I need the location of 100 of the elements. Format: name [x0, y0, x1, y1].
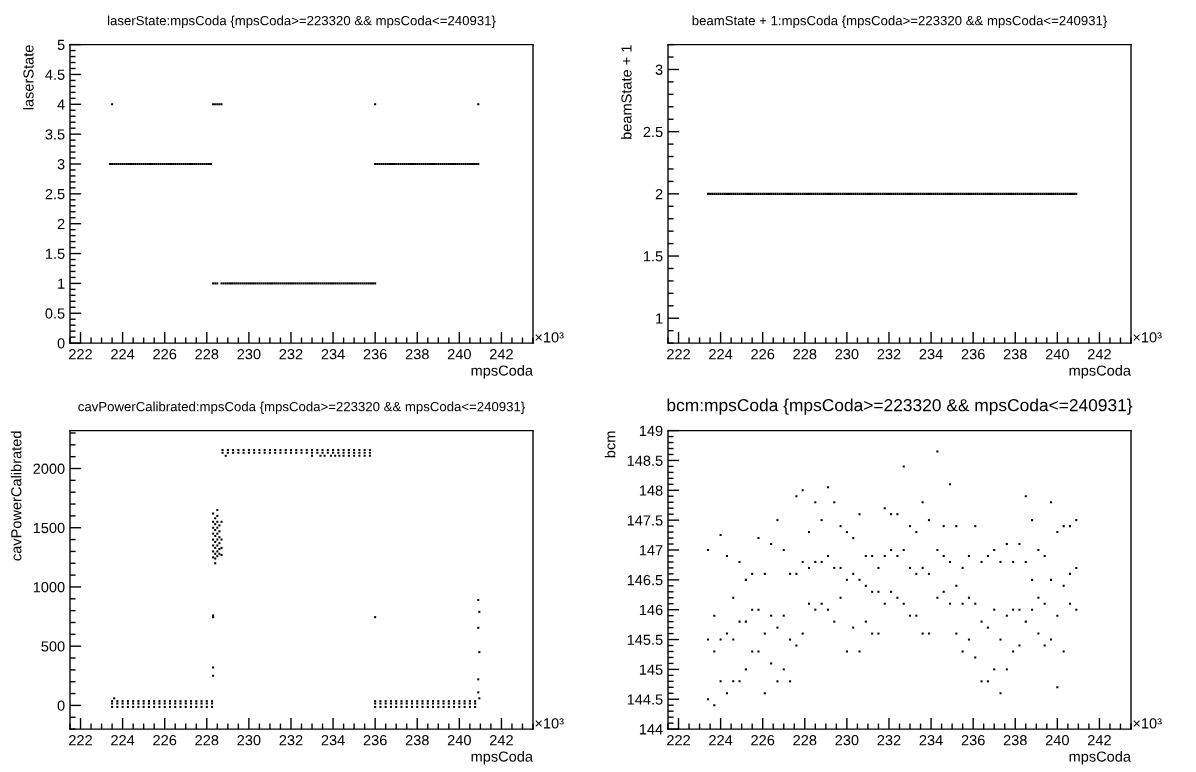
x-tick-label: 228 [793, 349, 817, 360]
point [801, 489, 804, 492]
point [142, 705, 145, 708]
point [826, 608, 829, 611]
point [374, 705, 377, 708]
point [463, 705, 466, 708]
point [1056, 614, 1059, 617]
point [738, 560, 741, 563]
x-axis-title: mpsCoda [471, 751, 533, 765]
chart-title: laserState:mpsCoda {mpsCoda>=223320 && mpsCoda<=240931} [108, 15, 496, 28]
point [902, 548, 905, 552]
x-tick-label: 228 [793, 735, 817, 746]
point [833, 566, 836, 569]
y-tick-label: 148 [639, 485, 663, 496]
point [751, 608, 754, 611]
x-tick-label: 222 [69, 735, 92, 746]
y-tick-label: 1500 [33, 522, 65, 534]
point [195, 705, 198, 708]
point [442, 705, 445, 708]
text: ×10³ [535, 718, 564, 729]
point [883, 554, 886, 557]
point [706, 548, 710, 552]
point [896, 513, 899, 516]
point [967, 596, 970, 599]
x-tick-label: 242 [1088, 735, 1111, 746]
point [915, 531, 918, 534]
point [706, 638, 710, 641]
point [477, 678, 480, 681]
point [1005, 614, 1008, 617]
point [329, 454, 332, 457]
point [395, 705, 398, 708]
x-tick-label: 232 [279, 349, 303, 360]
point [368, 454, 371, 457]
point [986, 680, 989, 683]
y-tick-label: 1.5 [45, 248, 65, 259]
y-tick-label: 1.5 [643, 251, 663, 262]
point [1005, 543, 1008, 546]
point [1024, 620, 1027, 623]
point [1031, 578, 1034, 581]
y-tick-label: 144 [639, 724, 663, 735]
point [763, 692, 766, 695]
point [216, 514, 219, 517]
y-tick-label: 2000 [33, 463, 65, 474]
x-tick-label: 238 [405, 349, 429, 360]
x-tick-label: 224 [709, 349, 733, 360]
y-tick-label: 1 [656, 313, 663, 324]
x-axis-title: mpsCoda [1069, 751, 1131, 765]
point [116, 705, 119, 708]
point [212, 532, 215, 535]
point [921, 501, 924, 504]
point [826, 554, 829, 557]
point [807, 602, 811, 605]
point [1012, 608, 1015, 611]
point [725, 632, 728, 635]
x-tick-label: 234 [919, 735, 943, 746]
point [1062, 650, 1065, 653]
point [216, 520, 219, 523]
point [323, 454, 326, 457]
x-tick-label: 222 [667, 349, 690, 360]
point [948, 602, 952, 605]
point [384, 705, 387, 708]
y-tick-label: 145.5 [627, 634, 663, 645]
point [121, 705, 124, 708]
point [132, 705, 135, 708]
x-axis-title: mpsCoda [1069, 365, 1131, 379]
point [896, 596, 899, 599]
point [216, 508, 219, 511]
point [942, 590, 945, 593]
point [986, 626, 989, 629]
point [864, 554, 867, 557]
point [1050, 638, 1053, 641]
point [1024, 495, 1027, 498]
point [877, 590, 880, 593]
point [389, 705, 392, 708]
point [732, 680, 735, 683]
x-tick-label: 238 [405, 735, 429, 746]
point [147, 705, 150, 708]
x-tick-label: 228 [195, 349, 219, 360]
y-axis-title: laserState [22, 45, 34, 110]
point [955, 584, 958, 587]
x-tick-label: 236 [363, 349, 387, 360]
point [353, 454, 356, 457]
point [980, 680, 983, 683]
point [751, 650, 754, 653]
point [864, 584, 867, 587]
point [814, 501, 817, 504]
point [732, 638, 735, 641]
point [890, 513, 893, 516]
point [432, 705, 435, 708]
point [738, 680, 741, 683]
y-tick-label: 4 [57, 99, 65, 110]
point [1037, 596, 1040, 599]
y-tick-label: 2.5 [45, 188, 65, 200]
point [877, 566, 880, 569]
point [845, 650, 848, 653]
point [820, 560, 823, 563]
point [744, 578, 747, 581]
point [877, 632, 880, 635]
x-tick-label: 226 [751, 349, 775, 360]
y-tick-label: 500 [41, 641, 65, 652]
